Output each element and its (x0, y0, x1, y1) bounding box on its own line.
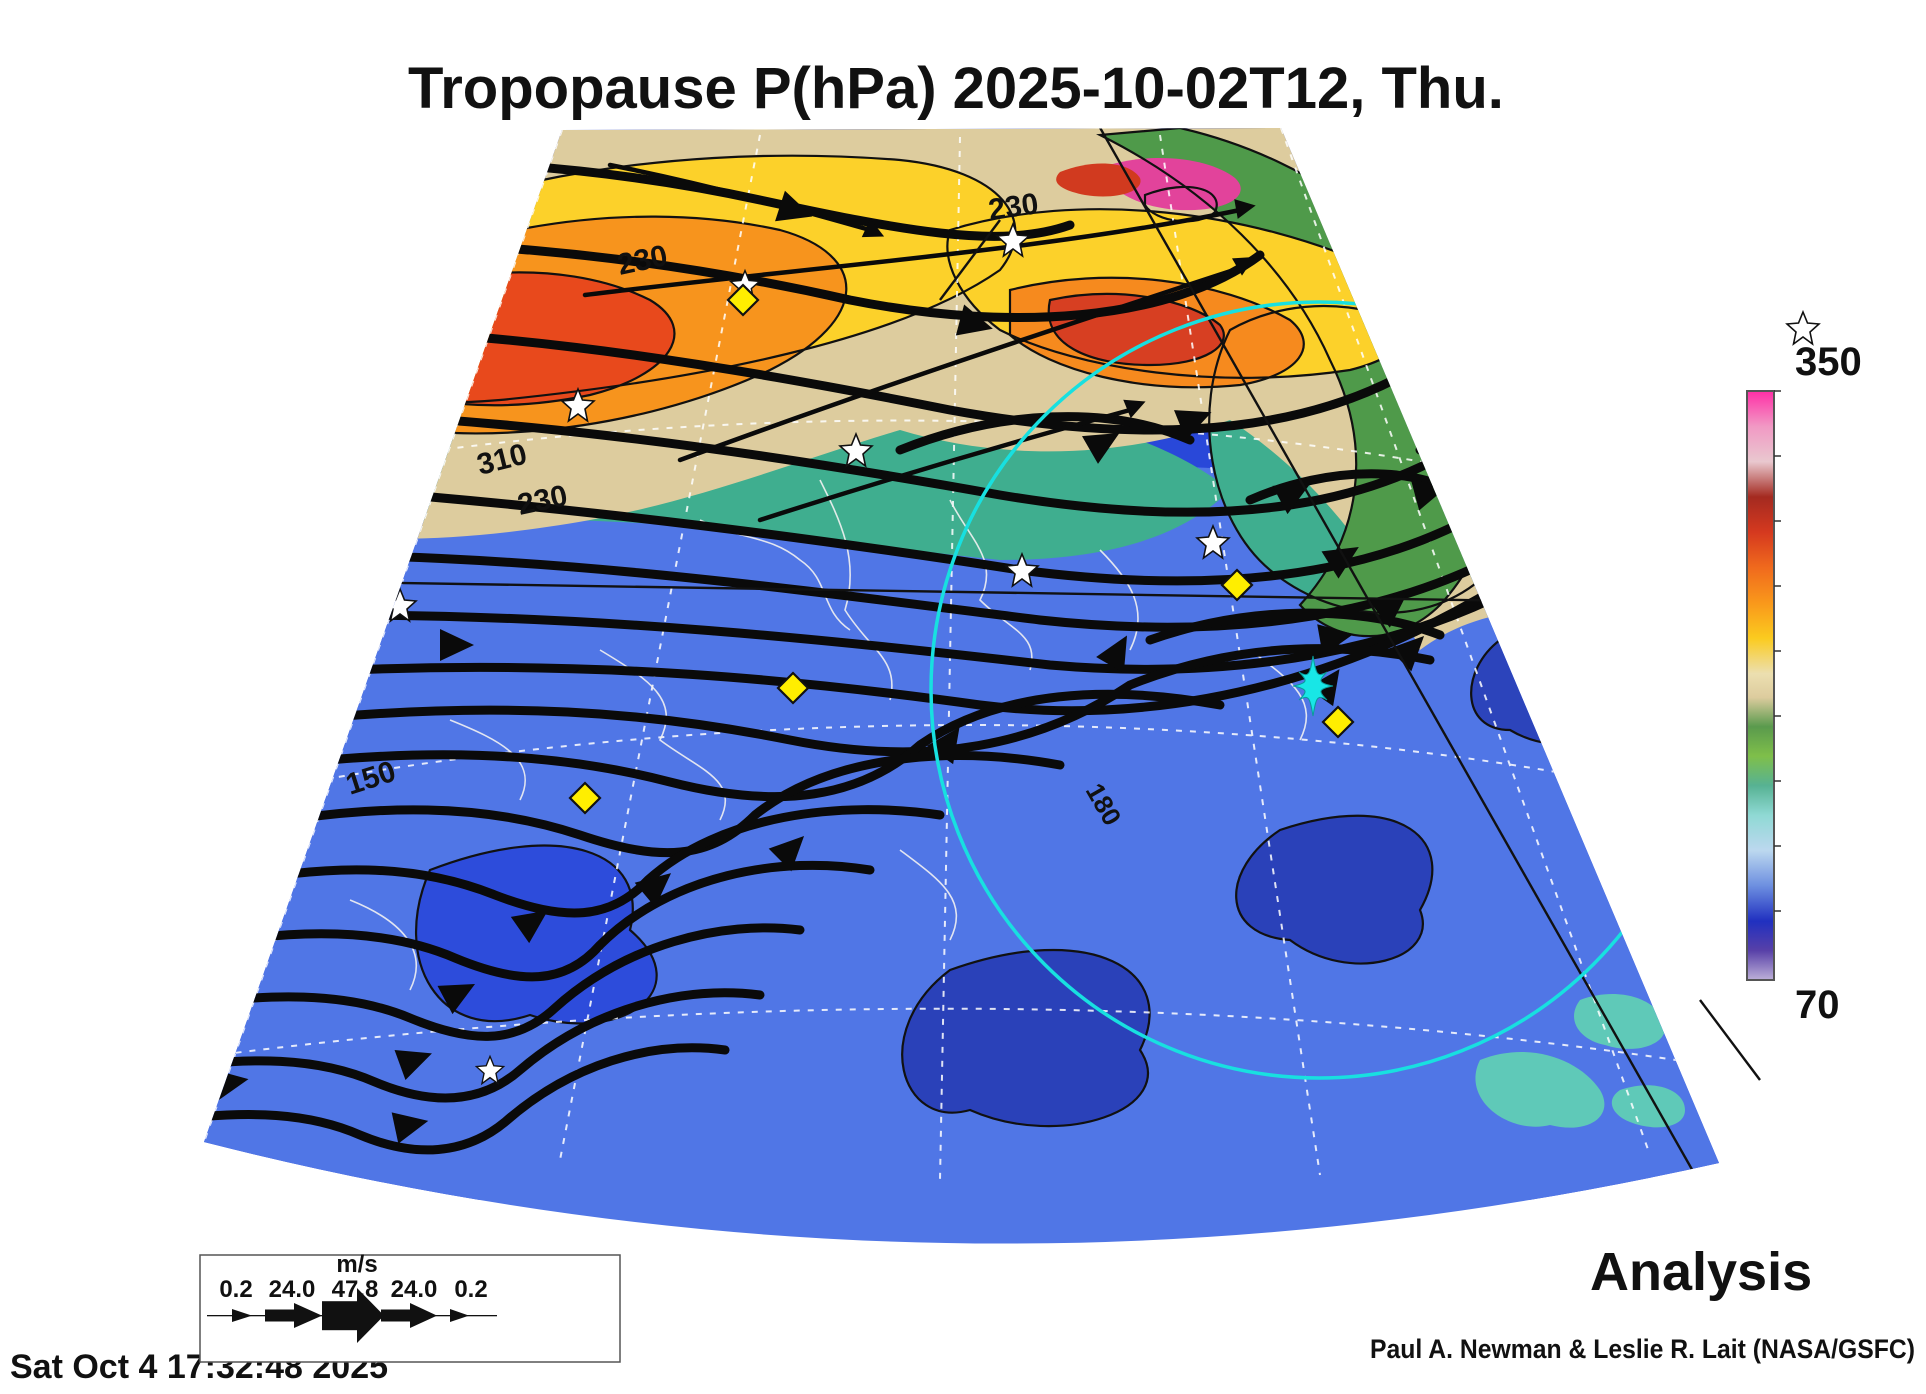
svg-text:230: 230 (986, 187, 1040, 227)
svg-text:70: 70 (1795, 983, 1840, 1027)
svg-text:24.0: 24.0 (391, 1276, 438, 1303)
svg-text:24.0: 24.0 (269, 1276, 316, 1303)
svg-text:Analysis: Analysis (1590, 1242, 1812, 1302)
svg-text:0.2: 0.2 (454, 1276, 487, 1303)
svg-text:0.2: 0.2 (219, 1276, 252, 1303)
svg-text:Paul A. Newman & Leslie R. Lai: Paul A. Newman & Leslie R. Lait (NASA/GS… (1370, 1334, 1915, 1364)
svg-text:350: 350 (1795, 340, 1862, 384)
svg-text:m/s: m/s (336, 1251, 377, 1278)
svg-text:Tropopause P(hPa) 2025-10-02T1: Tropopause P(hPa) 2025-10-02T12, Thu. (408, 56, 1504, 121)
svg-text:47.8: 47.8 (332, 1276, 379, 1303)
